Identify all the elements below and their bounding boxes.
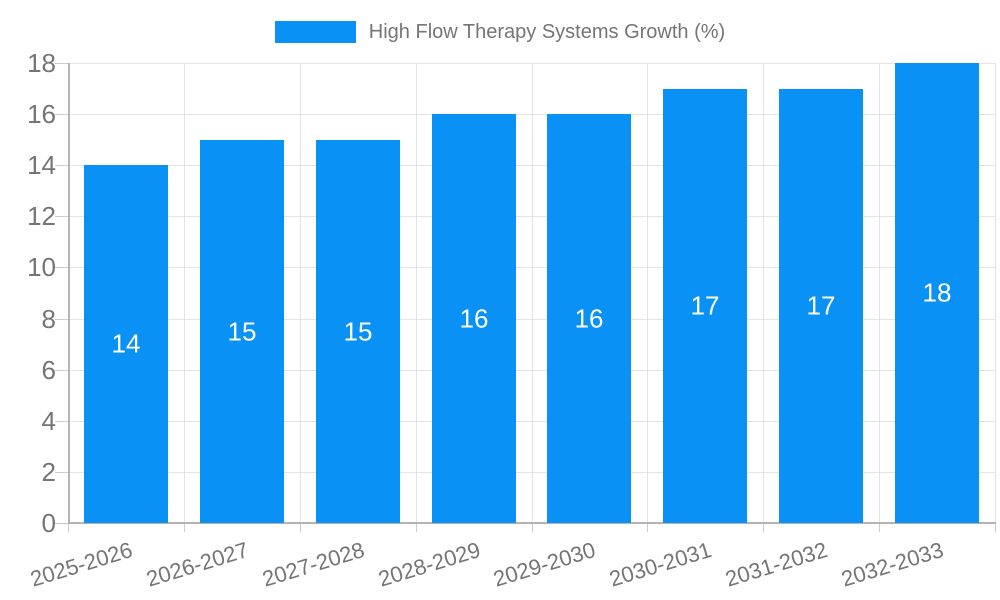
gridline <box>68 216 995 217</box>
bar-value-label: 15 <box>227 316 257 346</box>
y-axis-tick <box>55 267 68 268</box>
gridline <box>68 472 995 473</box>
y-axis-tick <box>55 216 68 217</box>
x-axis-tick <box>532 523 533 532</box>
x-axis-tick <box>300 523 301 532</box>
y-axis-tick-label: 14 <box>27 150 56 180</box>
x-axis-line <box>68 522 996 524</box>
y-axis-tick-label: 2 <box>41 457 56 487</box>
bar-value-label: 17 <box>690 290 720 321</box>
y-axis-tick-label: 6 <box>41 355 56 385</box>
y-axis-tick <box>55 370 68 371</box>
y-axis-tick <box>55 472 68 473</box>
y-axis-tick <box>55 421 68 422</box>
y-axis-tick-label: 10 <box>27 252 56 282</box>
y-axis-tick <box>55 114 68 115</box>
gridline <box>879 63 880 523</box>
x-axis-tick <box>763 523 764 532</box>
y-axis-tick-label: 18 <box>27 48 56 78</box>
gridline <box>68 114 995 115</box>
bar-value-label: 14 <box>111 328 141 359</box>
bar-2030-2031[interactable]: 17 <box>663 89 747 523</box>
x-axis-tick <box>995 523 996 532</box>
gridline <box>68 63 995 64</box>
bar-value-label: 15 <box>343 316 373 346</box>
gridline <box>68 421 995 422</box>
gridline <box>532 63 533 523</box>
x-axis-tick <box>879 523 880 532</box>
legend-label: High Flow Therapy Systems Growth (%) <box>368 20 726 43</box>
x-axis-tick <box>647 523 648 532</box>
bar-2027-2028[interactable]: 15 <box>316 140 400 523</box>
y-axis-tick <box>55 319 68 320</box>
legend-swatch-icon <box>274 21 356 43</box>
x-axis-tick <box>184 523 185 532</box>
x-axis-tick <box>416 523 417 532</box>
chart-legend[interactable]: High Flow Therapy Systems Growth (%) <box>0 21 1000 43</box>
y-axis-tick-label: 8 <box>41 304 56 334</box>
bar-2026-2027[interactable]: 15 <box>200 140 284 523</box>
y-axis-tick-label: 12 <box>27 201 56 231</box>
bar-2028-2029[interactable]: 16 <box>432 114 516 523</box>
bar-2029-2030[interactable]: 16 <box>547 114 631 523</box>
gridline <box>300 63 301 523</box>
gridline <box>647 63 648 523</box>
x-axis-tick <box>68 523 69 532</box>
bar-value-label: 17 <box>806 290 836 321</box>
y-axis-tick-label: 4 <box>41 406 56 436</box>
bar-2031-2032[interactable]: 17 <box>779 89 863 523</box>
gridline <box>184 63 185 523</box>
y-axis-tick <box>55 523 68 524</box>
y-axis-tick <box>55 63 68 64</box>
y-axis-line <box>68 63 70 523</box>
gridline <box>995 63 996 523</box>
bar-value-label: 16 <box>459 303 489 333</box>
bar-2032-2033[interactable]: 18 <box>895 63 979 523</box>
y-axis-tick <box>55 165 68 166</box>
bar-value-label: 16 <box>574 303 604 333</box>
y-axis-tick-label: 0 <box>41 508 56 538</box>
bar-2025-2026[interactable]: 14 <box>84 165 168 523</box>
gridline <box>68 319 995 320</box>
y-axis-tick-label: 16 <box>27 99 56 129</box>
gridline <box>68 370 995 371</box>
gridline <box>68 165 995 166</box>
bar-value-label: 18 <box>922 277 952 308</box>
gridline <box>68 267 995 268</box>
gridline <box>763 63 764 523</box>
gridline <box>416 63 417 523</box>
